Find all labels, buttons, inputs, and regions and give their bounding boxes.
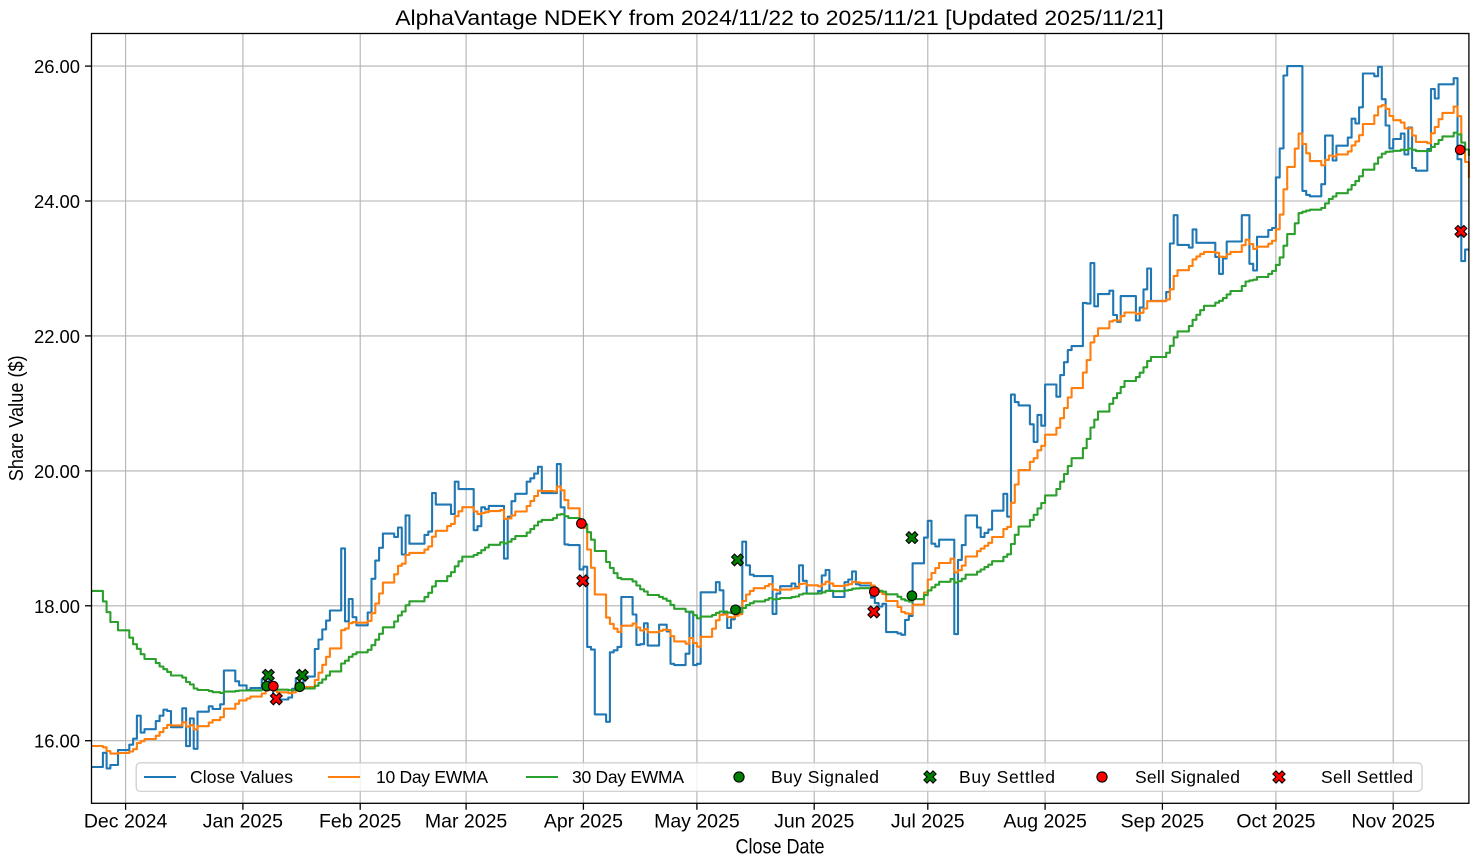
svg-text:Oct 2025: Oct 2025 (1236, 811, 1315, 833)
svg-text:Close Values: Close Values (190, 767, 293, 787)
svg-text:Apr 2025: Apr 2025 (544, 811, 623, 833)
svg-text:Sell Settled: Sell Settled (1321, 767, 1413, 787)
svg-text:Close Date: Close Date (736, 836, 825, 859)
svg-text:22.00: 22.00 (34, 326, 80, 347)
svg-text:Jul 2025: Jul 2025 (891, 811, 965, 833)
svg-text:24.00: 24.00 (34, 191, 80, 212)
svg-text:Aug 2025: Aug 2025 (1003, 811, 1087, 833)
svg-text:Dec 2024: Dec 2024 (84, 811, 168, 833)
svg-text:Nov 2025: Nov 2025 (1351, 811, 1435, 833)
svg-text:26.00: 26.00 (34, 56, 80, 77)
svg-text:Sell Signaled: Sell Signaled (1135, 767, 1240, 787)
svg-text:Share Value ($): Share Value ($) (5, 355, 28, 481)
svg-text:Buy Settled: Buy Settled (959, 767, 1055, 787)
svg-text:Jan 2025: Jan 2025 (203, 811, 283, 833)
svg-text:16.00: 16.00 (34, 731, 80, 752)
svg-text:Mar 2025: Mar 2025 (425, 811, 508, 833)
svg-text:20.00: 20.00 (34, 461, 80, 482)
svg-text:Buy Signaled: Buy Signaled (771, 767, 879, 787)
svg-text:May 2025: May 2025 (654, 811, 740, 833)
svg-text:Jun 2025: Jun 2025 (774, 811, 854, 833)
svg-text:10 Day EWMA: 10 Day EWMA (376, 767, 488, 787)
svg-text:AlphaVantage NDEKY from 2024/1: AlphaVantage NDEKY from 2024/11/22 to 20… (395, 7, 1164, 30)
svg-text:Sep 2025: Sep 2025 (1121, 811, 1205, 833)
svg-text:30 Day EWMA: 30 Day EWMA (572, 767, 684, 787)
svg-text:18.00: 18.00 (34, 596, 80, 617)
svg-text:Feb 2025: Feb 2025 (319, 811, 402, 833)
